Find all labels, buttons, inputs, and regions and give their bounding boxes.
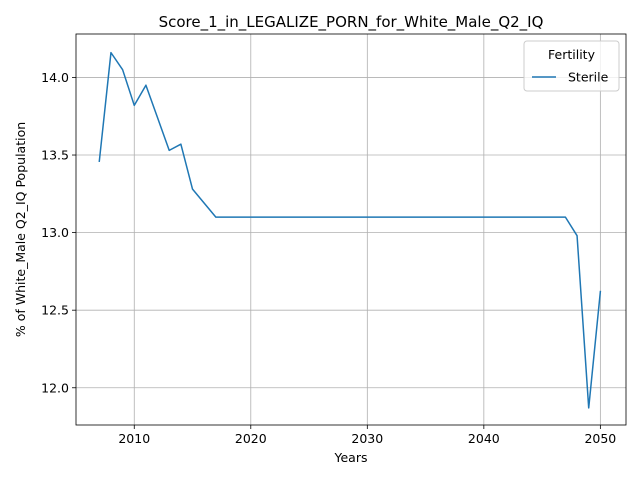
x-tick-label: 2040 xyxy=(468,431,500,446)
series-lines xyxy=(98,51,602,409)
x-axis: 2010 2020 2030 2040 2050 xyxy=(118,425,616,446)
y-tick-label: 13.5 xyxy=(41,148,69,163)
legend-title: Fertility xyxy=(548,47,596,62)
y-axis-label: % of White_Male Q2_IQ Population xyxy=(13,122,28,337)
y-tick-label: 14.0 xyxy=(41,70,69,85)
x-tick-label: 2010 xyxy=(118,431,150,446)
axes-frame xyxy=(75,33,627,426)
chart-title: Score_1_in_LEGALIZE_PORN_for_White_Male_… xyxy=(159,13,544,32)
x-tick-label: 2030 xyxy=(351,431,383,446)
y-tick-label: 13.0 xyxy=(41,225,69,240)
legend: Fertility Sterile xyxy=(523,40,620,92)
legend-box xyxy=(523,40,620,92)
y-axis: 12.0 12.5 13.0 13.5 14.0 xyxy=(41,70,76,395)
series-line-sterile xyxy=(98,51,602,409)
y-tick-label: 12.5 xyxy=(41,303,69,318)
y-tick-label: 12.0 xyxy=(41,380,69,395)
legend-label-sterile: Sterile xyxy=(568,70,609,85)
x-axis-label: Years xyxy=(334,450,368,465)
x-tick-label: 2050 xyxy=(584,431,616,446)
x-tick-label: 2020 xyxy=(235,431,267,446)
